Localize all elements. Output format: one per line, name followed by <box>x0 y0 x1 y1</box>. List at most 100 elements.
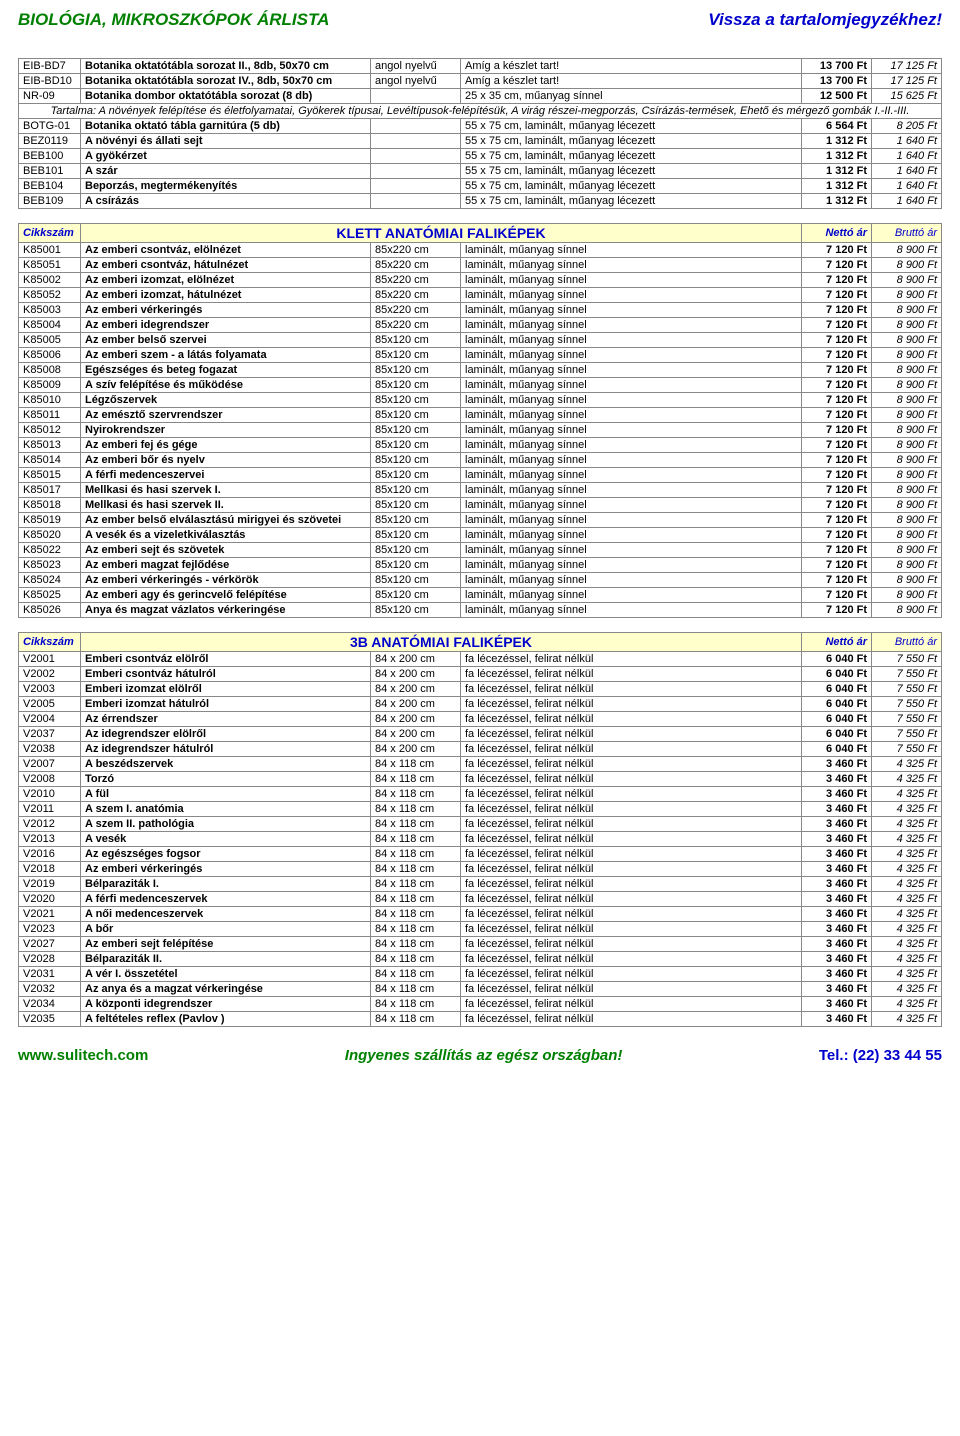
cell-id: K85003 <box>19 303 81 318</box>
cell-name: A szár <box>81 164 371 179</box>
cell-spec: fa lécezéssel, felirat nélkül <box>461 907 802 922</box>
cell-net: 3 460 Ft <box>802 802 872 817</box>
cell-gross: 7 550 Ft <box>872 697 942 712</box>
cell-gross: 4 325 Ft <box>872 802 942 817</box>
cell-size: 85x120 cm <box>371 528 461 543</box>
table-row: V2023A bőr84 x 118 cmfa lécezéssel, feli… <box>19 922 942 937</box>
cell-size: 84 x 118 cm <box>371 967 461 982</box>
cell-gross: 15 625 Ft <box>872 89 942 104</box>
cell-name: Az emberi izomzat, hátulnézet <box>81 288 371 303</box>
cell-spec: laminált, műanyag sínnel <box>461 423 802 438</box>
cell-spec: laminált, műanyag sínnel <box>461 468 802 483</box>
cell-name: Az emberi vérkeringés <box>81 862 371 877</box>
cell-id: V2011 <box>19 802 81 817</box>
cell-gross: 8 900 Ft <box>872 423 942 438</box>
cell-size <box>371 119 461 134</box>
cell-net: 3 460 Ft <box>802 892 872 907</box>
table-row: V2002Emberi csontváz hátulról84 x 200 cm… <box>19 667 942 682</box>
cell-id: K85026 <box>19 603 81 618</box>
cell-gross: 8 900 Ft <box>872 528 942 543</box>
table-row: V2021A női medenceszervek84 x 118 cmfa l… <box>19 907 942 922</box>
footer-url[interactable]: www.sulitech.com <box>18 1047 148 1064</box>
section3-title: 3B ANATÓMIAI FALIKÉPEK <box>81 633 802 652</box>
cell-net: 6 040 Ft <box>802 652 872 667</box>
cell-spec: fa lécezéssel, felirat nélkül <box>461 727 802 742</box>
cell-gross: 8 900 Ft <box>872 363 942 378</box>
cell-gross: 4 325 Ft <box>872 817 942 832</box>
cell-gross: 4 325 Ft <box>872 1012 942 1027</box>
cell-net: 1 312 Ft <box>802 179 872 194</box>
cell-spec: 55 x 75 cm, laminált, műanyag lécezett <box>461 179 802 194</box>
cell-size: 84 x 118 cm <box>371 892 461 907</box>
cell-size: 84 x 118 cm <box>371 862 461 877</box>
cell-spec: fa lécezéssel, felirat nélkül <box>461 847 802 862</box>
cell-size: 84 x 118 cm <box>371 847 461 862</box>
cell-spec: fa lécezéssel, felirat nélkül <box>461 652 802 667</box>
table-row: V2007A beszédszervek84 x 118 cmfa lécezé… <box>19 757 942 772</box>
table-row: K85004Az emberi idegrendszer85x220 cmlam… <box>19 318 942 333</box>
cell-name: Emberi csontváz hátulról <box>81 667 371 682</box>
cell-gross: 8 900 Ft <box>872 303 942 318</box>
cell-name: Az emberi magzat fejlődése <box>81 558 371 573</box>
table-row: V2031A vér I. összetétel84 x 118 cmfa lé… <box>19 967 942 982</box>
cell-spec: fa lécezéssel, felirat nélkül <box>461 922 802 937</box>
cell-spec: laminált, műanyag sínnel <box>461 273 802 288</box>
cell-size: 84 x 200 cm <box>371 652 461 667</box>
table-row: K85012Nyirokrendszer85x120 cmlaminált, m… <box>19 423 942 438</box>
cell-id: V2003 <box>19 682 81 697</box>
cell-spec: fa lécezéssel, felirat nélkül <box>461 667 802 682</box>
cell-net: 13 700 Ft <box>802 74 872 89</box>
table-row: V2004Az érrendszer84 x 200 cmfa lécezéss… <box>19 712 942 727</box>
cell-id: BEB101 <box>19 164 81 179</box>
cell-gross: 4 325 Ft <box>872 787 942 802</box>
info-text: Tartalma: A növények felépítése és életf… <box>19 104 942 119</box>
cell-gross: 4 325 Ft <box>872 877 942 892</box>
cell-size: 85x120 cm <box>371 603 461 618</box>
table-row: K85006Az emberi szem - a látás folyamata… <box>19 348 942 363</box>
cell-net: 3 460 Ft <box>802 862 872 877</box>
cell-name: A szem II. pathológia <box>81 817 371 832</box>
cell-net: 3 460 Ft <box>802 907 872 922</box>
table-row: V2028Bélparaziták II.84 x 118 cmfa lécez… <box>19 952 942 967</box>
cell-spec: fa lécezéssel, felirat nélkül <box>461 817 802 832</box>
cell-gross: 8 900 Ft <box>872 603 942 618</box>
cell-id: V2021 <box>19 907 81 922</box>
cell-spec: laminált, műanyag sínnel <box>461 528 802 543</box>
cell-size: 85x120 cm <box>371 588 461 603</box>
table-row: BOTG-01Botanika oktató tábla garnitúra (… <box>19 119 942 134</box>
cell-name: Az emberi fej és gége <box>81 438 371 453</box>
cell-net: 3 460 Ft <box>802 1012 872 1027</box>
cell-id: V2016 <box>19 847 81 862</box>
table-row: V2035A feltételes reflex (Pavlov )84 x 1… <box>19 1012 942 1027</box>
cell-spec: laminált, műanyag sínnel <box>461 453 802 468</box>
cell-size: 84 x 118 cm <box>371 952 461 967</box>
cell-spec: laminált, műanyag sínnel <box>461 483 802 498</box>
cell-gross: 4 325 Ft <box>872 922 942 937</box>
cell-size: 85x220 cm <box>371 258 461 273</box>
cell-gross: 4 325 Ft <box>872 757 942 772</box>
cell-net: 3 460 Ft <box>802 757 872 772</box>
cell-net: 7 120 Ft <box>802 543 872 558</box>
cell-net: 6 040 Ft <box>802 727 872 742</box>
cell-id: K85001 <box>19 243 81 258</box>
cell-gross: 8 900 Ft <box>872 483 942 498</box>
cell-net: 3 460 Ft <box>802 967 872 982</box>
page-title: BIOLÓGIA, MIKROSZKÓPOK ÁRLISTA <box>18 10 329 30</box>
cell-name: Az emberi sejt felépítése <box>81 937 371 952</box>
cell-id: V2023 <box>19 922 81 937</box>
cell-net: 3 460 Ft <box>802 787 872 802</box>
cell-id: K85017 <box>19 483 81 498</box>
cell-id: V2027 <box>19 937 81 952</box>
table-row: K85001Az emberi csontváz, elölnézet85x22… <box>19 243 942 258</box>
cell-size: 85x120 cm <box>371 543 461 558</box>
cell-spec: fa lécezéssel, felirat nélkül <box>461 937 802 952</box>
cell-size: 85x120 cm <box>371 573 461 588</box>
cell-name: Az emberi idegrendszer <box>81 318 371 333</box>
cell-spec: fa lécezéssel, felirat nélkül <box>461 892 802 907</box>
cell-spec: fa lécezéssel, felirat nélkül <box>461 712 802 727</box>
cell-id: V2010 <box>19 787 81 802</box>
table-row: K85011Az emésztő szervrendszer85x120 cml… <box>19 408 942 423</box>
back-link[interactable]: Vissza a tartalomjegyzékhez! <box>708 10 942 30</box>
cell-net: 13 700 Ft <box>802 59 872 74</box>
table-row: K85020A vesék és a vizeletkiválasztás85x… <box>19 528 942 543</box>
